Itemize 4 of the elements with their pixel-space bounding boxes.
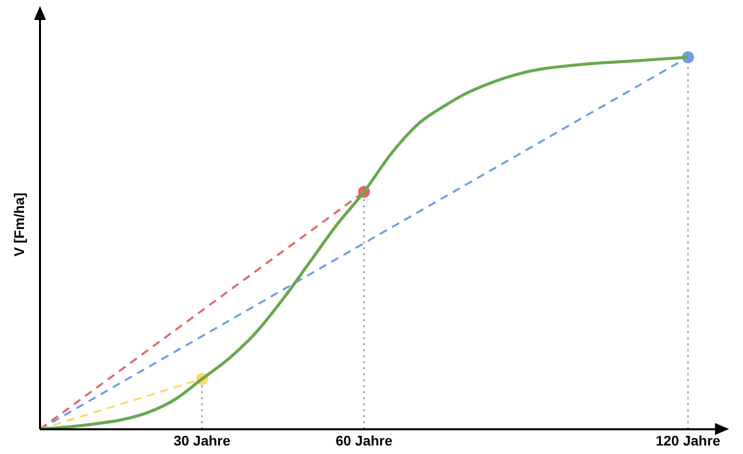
x-tick-label: 30 Jahre xyxy=(174,432,231,448)
x-tick-label: 120 Jahre xyxy=(656,432,721,448)
y-axis-title: V [Fm/ha] xyxy=(10,192,27,256)
x-tick-label: 60 Jahre xyxy=(336,432,393,448)
